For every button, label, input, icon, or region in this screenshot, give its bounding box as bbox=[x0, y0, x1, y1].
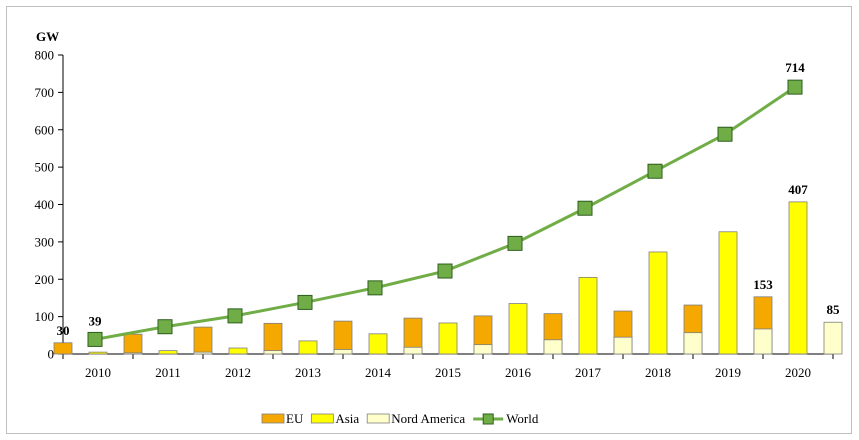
y-tick-label: 300 bbox=[35, 234, 55, 249]
bar-asia bbox=[228, 347, 248, 355]
bar-nord-america bbox=[473, 344, 493, 355]
bar-asia bbox=[648, 251, 668, 355]
y-tick-label: 800 bbox=[35, 48, 55, 63]
data-label-eu: 30 bbox=[57, 323, 70, 338]
data-label-world: 39 bbox=[89, 313, 103, 328]
x-tick-label: 2011 bbox=[155, 365, 181, 380]
legend-swatch-nord-america bbox=[366, 413, 390, 424]
bar-nord-america bbox=[613, 336, 633, 355]
y-tick-label: 600 bbox=[35, 122, 55, 137]
bar-asia bbox=[88, 351, 108, 355]
y-axis-unit: GW bbox=[36, 29, 59, 44]
world-marker bbox=[157, 319, 173, 335]
bar-eu bbox=[263, 322, 283, 355]
bar-asia bbox=[788, 201, 808, 355]
x-tick-label: 2017 bbox=[575, 365, 602, 380]
legend-swatch-asia bbox=[310, 413, 334, 424]
bar-eu bbox=[333, 320, 353, 355]
bar-asia bbox=[368, 333, 388, 355]
bar-eu bbox=[193, 326, 213, 355]
y-tick-label: 200 bbox=[35, 272, 55, 287]
world-marker bbox=[367, 280, 383, 296]
x-tick-label: 2016 bbox=[505, 365, 532, 380]
x-tick-label: 2012 bbox=[225, 365, 251, 380]
bar-nord-america bbox=[823, 321, 843, 355]
world-marker bbox=[717, 126, 733, 142]
x-tick-label: 2013 bbox=[295, 365, 321, 380]
bar-asia bbox=[508, 303, 528, 355]
legend-label-asia: Asia bbox=[335, 411, 359, 426]
bar-nord-america bbox=[333, 349, 353, 355]
world-marker bbox=[577, 200, 593, 216]
x-tick-label: 2020 bbox=[785, 365, 811, 380]
bar-nord-america bbox=[123, 352, 143, 355]
x-tick-label: 2015 bbox=[435, 365, 461, 380]
world-marker bbox=[647, 163, 663, 179]
bar-eu bbox=[123, 333, 143, 355]
y-tick-label: 700 bbox=[35, 85, 55, 100]
bar-asia bbox=[158, 350, 178, 355]
bar-asia bbox=[438, 322, 458, 355]
y-tick-label: 100 bbox=[35, 309, 55, 324]
x-tick-label: 2019 bbox=[715, 365, 741, 380]
chart-frame bbox=[6, 6, 852, 434]
x-tick-label: 2010 bbox=[85, 365, 111, 380]
data-label-world: 714 bbox=[785, 60, 805, 75]
world-marker bbox=[87, 331, 103, 347]
bar-nord-america bbox=[753, 328, 773, 355]
x-tick-label: 2014 bbox=[365, 365, 392, 380]
world-marker bbox=[507, 235, 523, 251]
bar-asia bbox=[718, 231, 738, 355]
y-tick-label: 0 bbox=[48, 347, 55, 362]
world-marker bbox=[297, 294, 313, 310]
world-marker bbox=[227, 308, 243, 324]
bar-nord-america bbox=[193, 351, 213, 355]
bar-eu bbox=[53, 342, 73, 355]
y-tick-label: 400 bbox=[35, 197, 55, 212]
bar-nord-america bbox=[543, 339, 563, 355]
bar-nord-america bbox=[263, 350, 283, 355]
x-tick-label: 2018 bbox=[645, 365, 671, 380]
data-label-eu: 153 bbox=[753, 277, 773, 292]
legend-label-nord-america: Nord America bbox=[391, 411, 465, 426]
world-marker bbox=[787, 79, 803, 95]
data-label-asia: 407 bbox=[788, 182, 808, 197]
legend-label-eu: EU bbox=[286, 411, 304, 426]
bar-asia bbox=[578, 276, 598, 355]
legend-swatch-eu bbox=[261, 413, 285, 424]
bar-nord-america bbox=[683, 332, 703, 355]
world-marker bbox=[437, 263, 453, 279]
y-tick-label: 500 bbox=[35, 160, 55, 175]
world-line bbox=[94, 85, 796, 341]
bar-nord-america bbox=[403, 346, 423, 355]
legend-label-world: World bbox=[506, 411, 539, 426]
data-label-nord-america: 85 bbox=[827, 302, 841, 317]
bar-asia bbox=[298, 340, 318, 355]
legend-swatch-world-marker bbox=[482, 413, 494, 425]
